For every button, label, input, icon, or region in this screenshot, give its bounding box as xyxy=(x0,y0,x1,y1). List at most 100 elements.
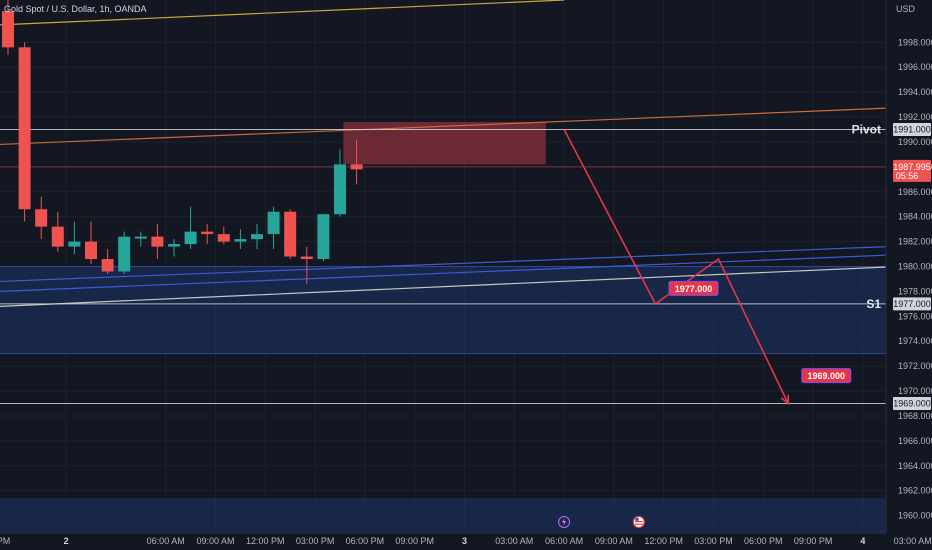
price-tick-label: 1964.000 xyxy=(898,461,932,471)
candle-body xyxy=(217,234,230,242)
projection-label-box xyxy=(801,368,852,384)
current-price-tag xyxy=(893,159,931,182)
time-tick-label: 0 PM xyxy=(0,536,10,546)
candle-body xyxy=(68,241,81,247)
time-tick-label: 09:00 AM xyxy=(595,536,633,546)
lightning-icon[interactable] xyxy=(558,516,571,528)
time-tick-label: 09:00 PM xyxy=(395,536,434,546)
time-axis[interactable] xyxy=(0,533,932,550)
price-tick-label: 1998.000 xyxy=(898,37,932,47)
candle-body xyxy=(134,236,147,239)
price-tick-label: 1968.000 xyxy=(898,411,932,421)
projection-label: 1969.000 xyxy=(808,371,846,381)
event-markers[interactable] xyxy=(558,515,932,529)
time-tick-label: 09:00 PM xyxy=(794,536,833,546)
time-tick-label: 4 xyxy=(860,536,865,546)
price-tag-s1 xyxy=(893,297,931,311)
price-tag-text: 1969.000 xyxy=(893,398,931,408)
candle-body xyxy=(284,211,297,257)
time-tick-label: 03:00 PM xyxy=(694,536,733,546)
price-tick-label: 1970.000 xyxy=(898,386,932,396)
white-trendline[interactable] xyxy=(0,242,932,307)
price-tick-label: 1962.000 xyxy=(898,486,932,496)
price-tag-text: 1977.000 xyxy=(893,299,931,309)
candle-body xyxy=(184,231,197,245)
price-tag-pivot xyxy=(893,123,931,137)
time-tick-label: 06:00 PM xyxy=(346,536,385,546)
time-axis-ticks: 0 PM 2 06:00 AM 09:00 AM 12:00 PM 03:00 PM 06:… xyxy=(0,536,932,546)
level-label-s1: S1 xyxy=(866,297,881,311)
candles xyxy=(2,0,363,284)
zones xyxy=(0,122,886,533)
us-flag-icon-stripe xyxy=(634,523,643,525)
price-tick-label: 1984.000 xyxy=(898,212,932,222)
candle-body xyxy=(85,241,97,260)
time-tick-label: 3 xyxy=(462,536,467,546)
candle-body xyxy=(51,226,64,247)
projection-arrowhead xyxy=(780,394,790,406)
candle-body xyxy=(334,164,346,215)
price-tick-label: 1960.000 xyxy=(898,511,932,521)
time-tick-label: 12:00 PM xyxy=(246,536,285,546)
currency-label: USD xyxy=(896,4,916,14)
us-flag-icon-stripe xyxy=(634,521,643,523)
price-tick-label: 1966.000 xyxy=(898,436,932,446)
time-tick-label: 03:00 AM xyxy=(894,536,932,546)
candle-body xyxy=(317,214,330,260)
time-tick-label: 09:00 AM xyxy=(196,536,234,546)
candle-body xyxy=(2,11,14,48)
time-tick-label: 2 xyxy=(64,536,69,546)
candle-body xyxy=(151,236,164,247)
time-tick-label: 06:00 AM xyxy=(545,536,583,546)
candle-body xyxy=(18,47,31,210)
lightning-icon-bolt xyxy=(562,518,567,526)
price-tick-label: 1990.000 xyxy=(898,137,932,147)
candle-body xyxy=(251,234,263,240)
price-axis[interactable] xyxy=(886,0,932,533)
candle-body xyxy=(201,231,214,235)
candle-body xyxy=(267,211,280,235)
support-zone xyxy=(0,266,886,354)
price-tick-label: 1996.000 xyxy=(898,62,932,72)
price-tick-label: 1994.000 xyxy=(898,87,932,97)
current-price-value: 1987.995 xyxy=(893,162,931,172)
yellow-channel-line[interactable] xyxy=(0,0,565,26)
candle-body xyxy=(300,256,313,260)
price-tick-label: 1992.000 xyxy=(898,112,932,122)
us-flag-icon[interactable] xyxy=(632,515,645,529)
projection-label: 1977.000 xyxy=(675,284,713,294)
time-tick-label: 03:00 AM xyxy=(495,536,533,546)
candle-body xyxy=(35,209,48,227)
chart-title: Gold Spot / U.S. Dollar, 1h, OANDA xyxy=(4,4,147,14)
blue-trendline-1[interactable] xyxy=(0,224,932,283)
candle-body xyxy=(234,239,247,242)
candle-body xyxy=(101,259,114,272)
price-tag-text: 1991.000 xyxy=(893,125,931,135)
projection[interactable]: 1977.000 1969.000 xyxy=(563,129,852,406)
price-tick-label: 1976.000 xyxy=(898,311,932,321)
orange-resistance-line[interactable] xyxy=(0,85,932,146)
time-tick-label: 03:00 PM xyxy=(296,536,335,546)
current-price-countdown: 05:56 xyxy=(896,171,919,181)
level-lines[interactable]: Pivot S1 xyxy=(0,123,886,404)
time-tick-label: 06:00 PM xyxy=(744,536,783,546)
candle-body xyxy=(350,164,363,170)
price-tick-label: 1980.000 xyxy=(898,262,932,272)
projection-label-box xyxy=(668,280,719,296)
price-tick-label: 1972.000 xyxy=(898,361,932,371)
time-tick-label: 12:00 PM xyxy=(644,536,683,546)
price-tick-label: 1986.000 xyxy=(898,187,932,197)
candle-body xyxy=(118,236,131,272)
price-tick-label: 1978.000 xyxy=(898,286,932,296)
time-tick-label: 06:00 AM xyxy=(147,536,185,546)
candle-body xyxy=(168,244,180,247)
trendlines[interactable] xyxy=(0,0,932,307)
price-tick-label: 1982.000 xyxy=(898,237,932,247)
price-tick-label: 1974.000 xyxy=(898,336,932,346)
price-tag-target xyxy=(893,396,931,410)
bottom-zone xyxy=(0,498,886,533)
blue-trendline-2[interactable] xyxy=(0,232,932,292)
